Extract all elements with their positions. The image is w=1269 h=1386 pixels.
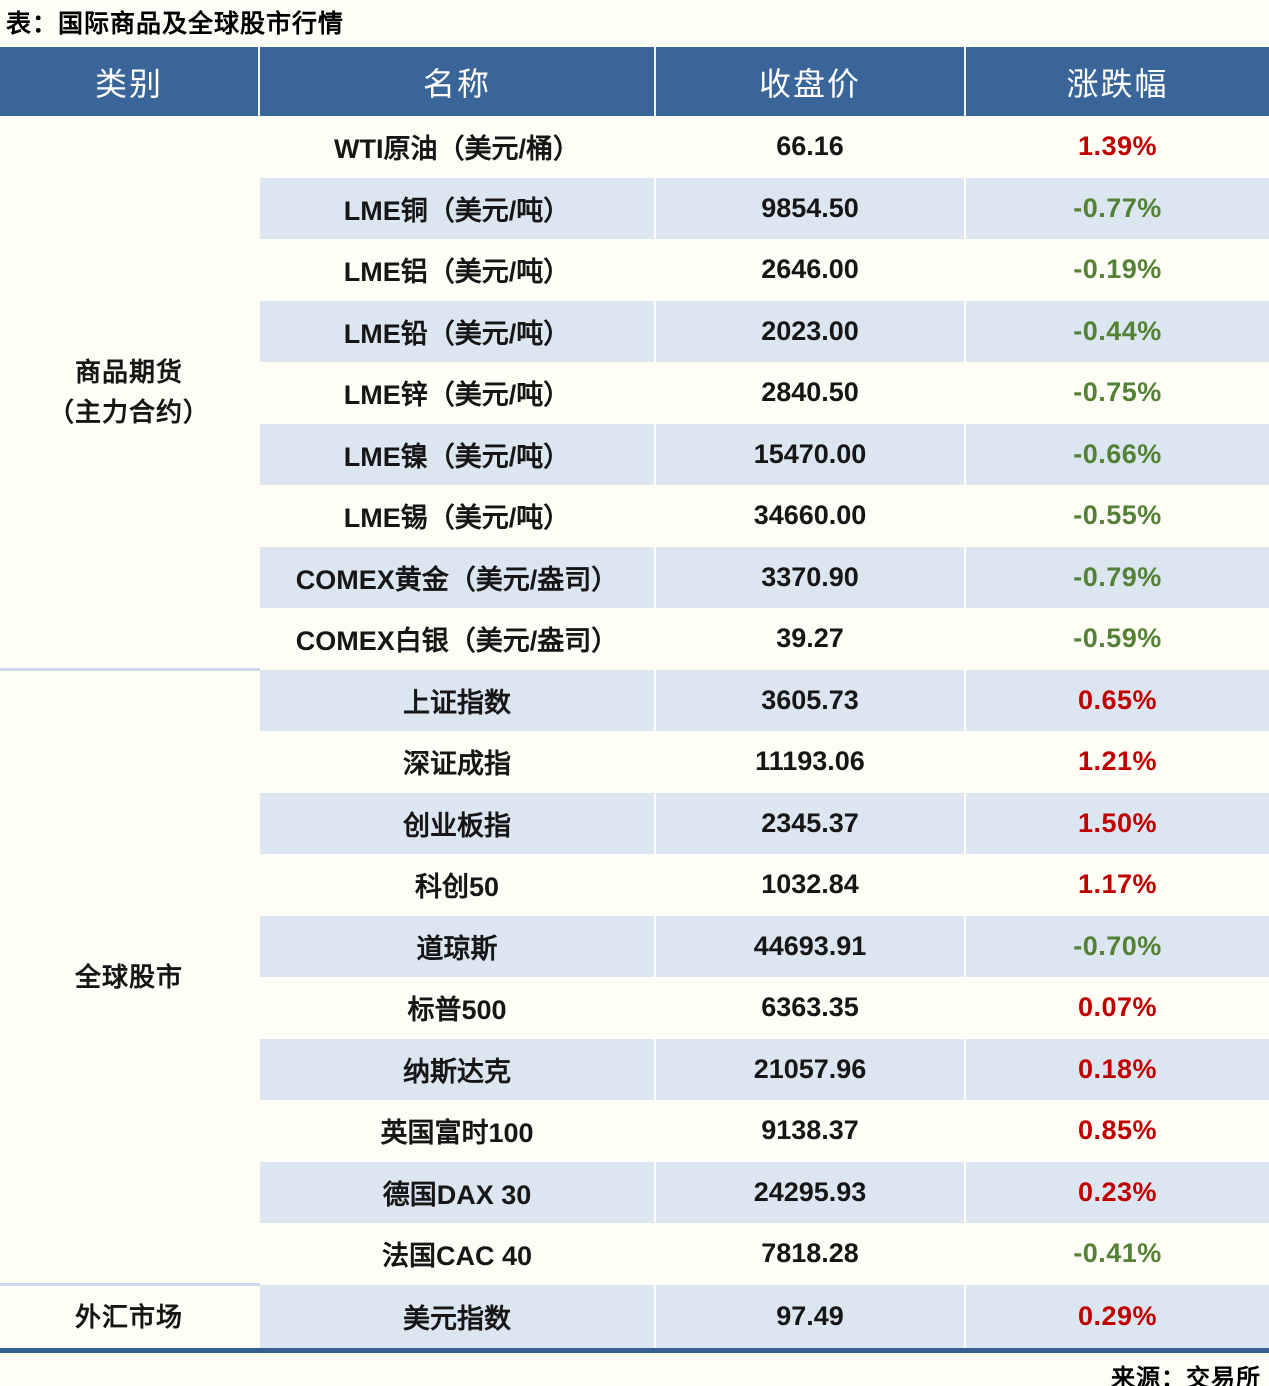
name-cell: 英国富时100	[259, 1100, 656, 1162]
table-row: LME铝（美元/吨） 2646.00 -0.19%	[0, 239, 1269, 301]
close-cell: 44693.91	[655, 915, 966, 977]
table-row: LME铜（美元/吨） 9854.50 -0.77%	[0, 177, 1269, 239]
close-cell: 1032.84	[655, 854, 966, 916]
name-cell: WTI原油（美元/桶）	[259, 116, 656, 178]
close-cell: 2840.50	[655, 362, 966, 424]
table-row: 纳斯达克 21057.96 0.18%	[0, 1038, 1269, 1100]
table-row: 科创50 1032.84 1.17%	[0, 854, 1269, 916]
close-cell: 34660.00	[655, 485, 966, 547]
name-cell: 纳斯达克	[259, 1038, 656, 1100]
name-cell: LME锌（美元/吨）	[259, 362, 656, 424]
header-close: 收盘价	[655, 47, 966, 116]
name-cell: 美元指数	[259, 1284, 656, 1350]
change-cell: 1.17%	[1077, 869, 1158, 900]
table-row: 商品期货 （主力合约） WTI原油（美元/桶） 66.16 1.39%	[0, 116, 1269, 671]
change-cell: -0.44%	[965, 300, 1269, 362]
table-row: 全球股市 上证指数 3605.73 0.65%	[0, 669, 1269, 1286]
name-cell: LME铅（美元/吨）	[259, 300, 656, 362]
close-cell: 6363.35	[655, 977, 966, 1039]
category-line: （主力合约）	[47, 397, 210, 427]
change-cell: 0.18%	[965, 1038, 1269, 1100]
change-cell: -0.55%	[1073, 500, 1162, 531]
category-line: 商品期货	[74, 357, 183, 387]
close-cell: 11193.06	[655, 731, 966, 793]
category-cell-global-stocks: 全球股市	[0, 669, 260, 1286]
close-cell: 9854.50	[655, 177, 966, 239]
close-cell: 2023.00	[655, 300, 966, 362]
category-cell-commodity-futures: 商品期货 （主力合约）	[0, 116, 260, 671]
table-row: LME镍（美元/吨） 15470.00 -0.66%	[0, 423, 1269, 485]
category-line: 外汇市场	[74, 1301, 183, 1332]
close-cell: 15470.00	[655, 423, 966, 485]
name-cell: 法国CAC 40	[259, 1223, 656, 1285]
name-cell: LME铝（美元/吨）	[259, 239, 656, 301]
close-cell: 2646.00	[655, 239, 966, 301]
header-change: 涨跌幅	[965, 47, 1269, 116]
change-cell: -0.75%	[1073, 377, 1162, 408]
close-cell: 2345.37	[655, 792, 966, 854]
change-cell: 1.50%	[965, 792, 1269, 854]
table-row: 标普500 6363.35 0.07%	[0, 977, 1269, 1039]
table-row: LME铅（美元/吨） 2023.00 -0.44%	[0, 300, 1269, 362]
name-cell: 标普500	[259, 977, 656, 1039]
category-cell-forex: 外汇市场	[0, 1284, 260, 1350]
close-cell: 39.27	[655, 608, 966, 670]
table-title: 表：国际商品及全球股市行情	[6, 10, 345, 38]
close-cell: 9138.37	[655, 1100, 966, 1162]
table-row: LME锌（美元/吨） 2840.50 -0.75%	[0, 362, 1269, 424]
header-category: 类别	[0, 47, 260, 116]
name-cell: 深证成指	[259, 731, 656, 793]
close-cell: 21057.96	[655, 1038, 966, 1100]
table-row: 英国富时100 9138.37 0.85%	[0, 1100, 1269, 1162]
change-cell: -0.19%	[1073, 254, 1162, 285]
name-cell: 创业板指	[259, 792, 656, 854]
header-name: 名称	[259, 47, 656, 116]
close-cell: 24295.93	[655, 1161, 966, 1223]
change-cell: 1.21%	[1077, 746, 1158, 777]
change-cell: -0.41%	[1073, 1238, 1162, 1269]
name-cell: 德国DAX 30	[259, 1161, 656, 1223]
close-cell: 66.16	[655, 116, 966, 178]
header-row: 类别 名称 收盘价 涨跌幅	[0, 47, 1269, 116]
name-cell: 上证指数	[259, 669, 656, 731]
category-line: 全球股市	[74, 962, 183, 992]
name-cell: LME镍（美元/吨）	[259, 423, 656, 485]
name-cell: 科创50	[259, 854, 656, 916]
table-row: COMEX白银（美元/盎司） 39.27 -0.59%	[0, 608, 1269, 670]
close-cell: 97.49	[655, 1284, 966, 1350]
close-cell: 3605.73	[655, 669, 966, 731]
table-row: 德国DAX 30 24295.93 0.23%	[0, 1161, 1269, 1223]
table-row: 创业板指 2345.37 1.50%	[0, 792, 1269, 854]
change-cell: 0.65%	[965, 669, 1269, 731]
market-table: 类别 名称 收盘价 涨跌幅 商品期货 （主力合约） WTI原油（美元/桶） 66…	[0, 47, 1269, 1353]
table-row: 道琼斯 44693.91 -0.70%	[0, 915, 1269, 977]
change-cell: -0.79%	[965, 546, 1269, 608]
name-cell: COMEX黄金（美元/盎司）	[259, 546, 656, 608]
source-note: 来源：交易所	[1111, 1364, 1261, 1386]
change-cell: 0.07%	[1077, 992, 1158, 1023]
table-row: COMEX黄金（美元/盎司） 3370.90 -0.79%	[0, 546, 1269, 608]
name-cell: LME铜（美元/吨）	[259, 177, 656, 239]
change-cell: 0.85%	[1077, 1115, 1158, 1146]
table-row: LME锡（美元/吨） 34660.00 -0.55%	[0, 485, 1269, 547]
close-cell: 3370.90	[655, 546, 966, 608]
change-cell: -0.70%	[965, 915, 1269, 977]
name-cell: LME锡（美元/吨）	[259, 485, 656, 547]
change-cell: 0.29%	[965, 1284, 1269, 1350]
name-cell: 道琼斯	[259, 915, 656, 977]
name-cell: COMEX白银（美元/盎司）	[259, 608, 656, 670]
change-cell: 1.39%	[1077, 131, 1158, 162]
table-row: 外汇市场 美元指数 97.49 0.29%	[0, 1284, 1269, 1350]
change-cell: -0.66%	[965, 423, 1269, 485]
close-cell: 7818.28	[655, 1223, 966, 1285]
change-cell: -0.77%	[965, 177, 1269, 239]
table-row: 深证成指 11193.06 1.21%	[0, 731, 1269, 793]
change-cell: 0.23%	[965, 1161, 1269, 1223]
change-cell: -0.59%	[1073, 623, 1162, 654]
table-row: 法国CAC 40 7818.28 -0.41%	[0, 1223, 1269, 1285]
